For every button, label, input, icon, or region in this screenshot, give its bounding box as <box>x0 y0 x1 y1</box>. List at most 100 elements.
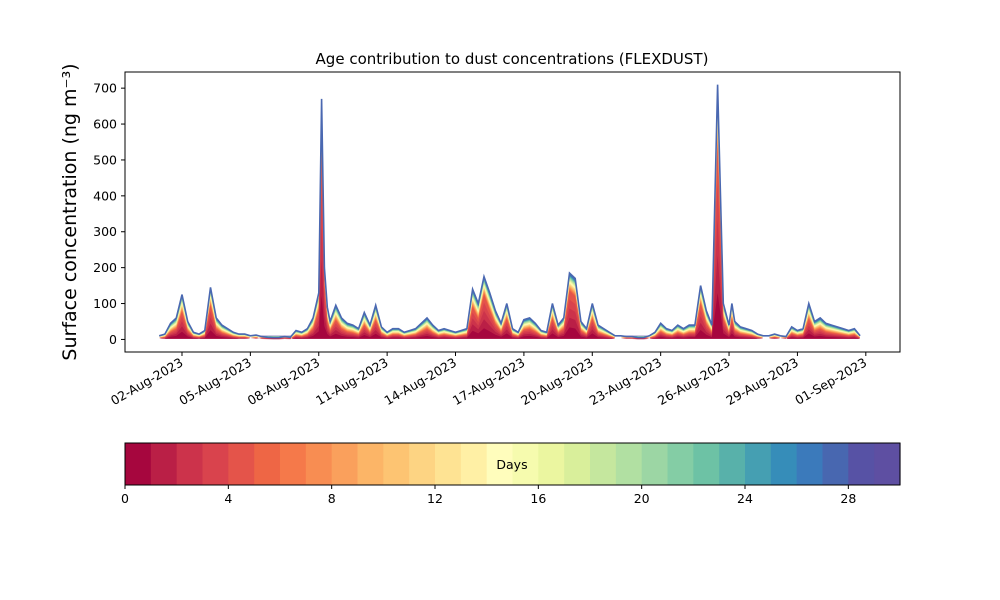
colorbar-tick-label: 4 <box>224 491 232 506</box>
age-band-7-days <box>159 137 861 339</box>
age-band-17-days <box>159 109 861 339</box>
age-band-21-days <box>159 100 861 338</box>
y-axis-label: Surface concentration (ng m⁻³) <box>59 63 81 360</box>
age-band-1-days <box>159 255 861 339</box>
colorbar-cell-3 <box>202 443 229 485</box>
colorbar-cell-10 <box>383 443 410 485</box>
x-tick-label: 29-Aug-2023 <box>723 355 801 408</box>
age-band-10-days <box>159 127 861 339</box>
colorbar-tick-label: 20 <box>634 491 650 506</box>
age-band-9-days <box>159 130 861 339</box>
age-band-11-days <box>159 124 861 339</box>
age-band-16-days <box>159 111 861 339</box>
y-tick-label: 300 <box>93 224 117 239</box>
colorbar-cell-4 <box>228 443 255 485</box>
age-band-13-days <box>159 119 861 339</box>
age-band-0-days <box>159 293 861 340</box>
age-band-19-days <box>159 104 861 339</box>
y-tick-label: 100 <box>93 296 117 311</box>
colorbar-cell-15 <box>512 443 539 485</box>
age-area-bands <box>159 84 861 340</box>
colorbar-cells <box>125 443 901 485</box>
age-band-26-days <box>159 90 861 338</box>
colorbar-tick-label: 28 <box>840 491 856 506</box>
y-tick-label: 500 <box>93 152 117 167</box>
age-band-27-days <box>159 88 861 338</box>
age-band-20-days <box>159 102 861 338</box>
y-axis: 0 100 200 300 400 500 600 700 <box>93 81 125 347</box>
colorbar-cell-5 <box>254 443 281 485</box>
colorbar-cell-18 <box>590 443 617 485</box>
x-tick-label: 01-Sep-2023 <box>792 355 869 408</box>
colorbar-cell-16 <box>538 443 565 485</box>
total-concentration-line <box>158 84 861 339</box>
x-tick-label: 20-Aug-2023 <box>518 355 596 408</box>
x-tick-label: 05-Aug-2023 <box>176 355 254 408</box>
colorbar-cell-20 <box>641 443 669 485</box>
colorbar-cell-22 <box>693 443 720 485</box>
colorbar-tick-label: 12 <box>427 491 443 506</box>
age-band-8-days <box>159 133 861 339</box>
colorbar-ticks: 0 4 8 12 16 20 24 28 <box>121 485 856 506</box>
age-band-6-days <box>159 140 861 339</box>
x-tick-label: 17-Aug-2023 <box>450 355 528 408</box>
age-band-4-days <box>159 148 861 339</box>
x-tick-label: 02-Aug-2023 <box>108 355 186 408</box>
colorbar-cell-13 <box>460 443 488 485</box>
x-tick-label: 23-Aug-2023 <box>587 355 665 408</box>
age-band-12-days <box>159 122 861 339</box>
colorbar-cell-6 <box>280 443 307 485</box>
colorbar-cell-9 <box>357 443 384 485</box>
age-band-25-days <box>159 92 861 338</box>
colorbar-tick-label: 0 <box>121 491 129 506</box>
x-tick-label: 08-Aug-2023 <box>245 355 323 408</box>
x-tick-label: 11-Aug-2023 <box>313 355 391 408</box>
age-band-24-days <box>159 94 861 338</box>
y-tick-label: 400 <box>93 188 117 203</box>
colorbar-cell-8 <box>331 443 359 485</box>
y-tick-label: 700 <box>93 81 117 96</box>
y-tick-label: 200 <box>93 260 117 275</box>
age-band-28-days <box>159 86 861 338</box>
age-band-29-days <box>159 84 861 338</box>
colorbar-cell-24 <box>745 443 772 485</box>
colorbar-cell-14 <box>486 443 514 485</box>
age-band-3-days <box>159 183 861 339</box>
colorbar-cell-17 <box>564 443 591 485</box>
colorbar: Days 0 4 8 12 16 20 24 28 <box>121 442 901 506</box>
colorbar-cell-23 <box>719 443 746 485</box>
colorbar-tick-label: 24 <box>737 491 753 506</box>
chart-title: Age contribution to dust concentrations … <box>316 50 709 68</box>
plot-frame <box>124 71 901 353</box>
colorbar-cell-27 <box>822 443 849 485</box>
x-tick-label: 26-Aug-2023 <box>655 355 733 408</box>
colorbar-cell-12 <box>435 443 462 485</box>
colorbar-cell-25 <box>770 443 798 485</box>
colorbar-cell-1 <box>150 443 178 485</box>
age-band-2-days <box>159 218 861 339</box>
colorbar-cell-28 <box>848 443 875 485</box>
colorbar-tick-label: 8 <box>328 491 336 506</box>
colorbar-cell-26 <box>796 443 824 485</box>
colorbar-cell-2 <box>176 443 204 485</box>
y-tick-label: 600 <box>93 117 117 132</box>
age-band-23-days <box>159 96 861 338</box>
colorbar-cell-7 <box>305 443 333 485</box>
age-band-5-days <box>159 144 861 339</box>
colorbar-cell-21 <box>667 443 694 485</box>
age-band-18-days <box>159 107 861 338</box>
age-band-14-days <box>159 116 861 339</box>
age-band-22-days <box>159 98 861 338</box>
colorbar-label: Days <box>496 457 527 472</box>
colorbar-tick-label: 16 <box>530 491 546 506</box>
colorbar-cell-29 <box>874 443 901 485</box>
colorbar-cell-11 <box>409 443 436 485</box>
plot-area <box>158 84 861 340</box>
colorbar-cell-19 <box>615 443 643 485</box>
y-tick-label: 0 <box>109 332 117 347</box>
x-axis: 02-Aug-202305-Aug-202308-Aug-202311-Aug-… <box>108 352 869 408</box>
colorbar-cell-0 <box>125 443 152 485</box>
colorbar-frame <box>124 442 901 486</box>
age-band-15-days <box>159 114 861 339</box>
